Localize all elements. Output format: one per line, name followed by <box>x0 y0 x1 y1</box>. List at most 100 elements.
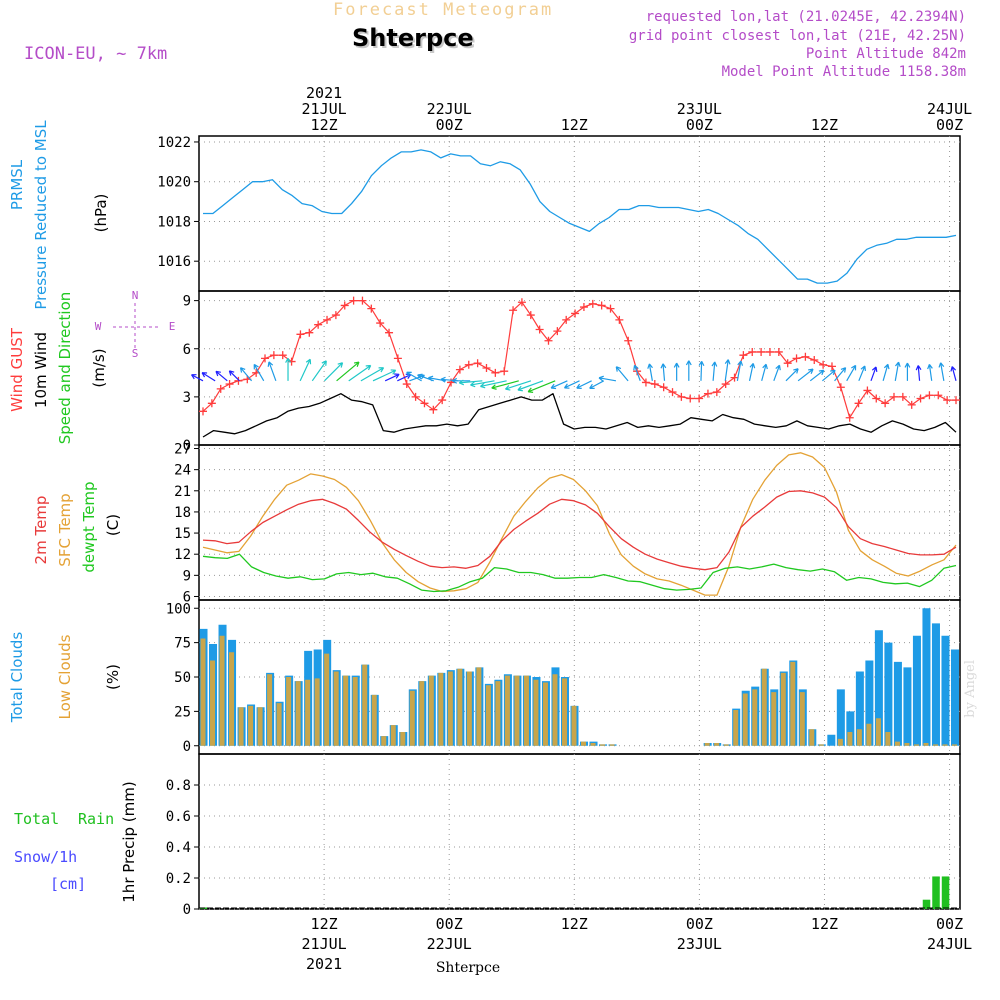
wind-direction-arrow <box>311 360 327 382</box>
wind-direction-arrow <box>660 363 667 381</box>
y-tick-label: 15 <box>174 526 191 542</box>
wind-direction-arrow <box>504 380 532 391</box>
gust-point <box>429 405 438 414</box>
y-tick-label: 3 <box>183 390 191 406</box>
wind-direction-arrow <box>491 380 519 390</box>
temp-unit-label: (C) <box>104 514 122 536</box>
wind-direction-arrow <box>927 364 933 381</box>
wind-direction-arrow <box>191 374 204 382</box>
top-time-label: 22JUL <box>427 100 472 118</box>
y-tick-label: 9 <box>183 294 191 310</box>
wind-direction-arrow <box>615 366 629 382</box>
gust-point <box>323 315 332 324</box>
low-cloud-bar <box>837 738 843 746</box>
low-cloud-bar <box>390 725 396 746</box>
wind-direction-arrow <box>517 380 544 392</box>
temp-2m-axis-label: 2m Temp <box>32 496 50 565</box>
pressure-axis-label: PRMSL <box>8 159 26 210</box>
gust-point <box>721 380 730 389</box>
low-cloud-bar <box>847 732 853 746</box>
wind-direction-arrow <box>834 367 847 382</box>
gust-point <box>907 400 916 409</box>
wind-direction-arrow <box>267 361 277 382</box>
low-cloud-bar <box>409 690 415 746</box>
gust-point <box>624 336 633 345</box>
gust-point <box>952 396 960 405</box>
top-time-label: 00Z <box>436 116 463 134</box>
y-tick-label: 50 <box>174 670 191 686</box>
low-cloud-bar <box>581 741 587 746</box>
y-tick-label: 18 <box>174 505 191 521</box>
wind-unit-label: (m/s) <box>90 348 108 387</box>
low-cloud-bar <box>561 678 567 746</box>
gust-point <box>269 351 278 360</box>
wind-direction-arrow <box>673 362 680 381</box>
wind-speed-direction-label: Speed and Direction <box>56 292 74 445</box>
low-cloud-bar <box>466 671 472 746</box>
gust-point <box>349 296 358 305</box>
wind-direction-arrow <box>470 380 495 388</box>
total-cloud-bar <box>950 649 959 746</box>
temp-sfc-axis-label: SFC Temp <box>56 493 74 566</box>
bottom-station-label: Shterpce <box>436 960 500 976</box>
grid-point-coordinates: grid point closest lon,lat (21E, 42.25N) <box>628 28 966 44</box>
low-cloud-bar <box>438 672 444 746</box>
low-cloud-bar <box>343 675 349 746</box>
top-time-label: 12Z <box>561 116 588 134</box>
gust-point <box>331 311 340 320</box>
rain-bar <box>941 876 950 909</box>
wind-direction-arrow <box>576 380 592 389</box>
gust-point <box>801 352 810 361</box>
low-cloud-bar <box>229 652 235 746</box>
gust-point <box>234 376 243 385</box>
gust-point <box>393 354 402 363</box>
wind-direction-arrow <box>785 368 799 382</box>
y-tick-label: 25 <box>174 704 191 720</box>
gust-point <box>340 301 349 310</box>
low-cloud-bar <box>219 635 225 746</box>
gust-point <box>455 365 464 374</box>
low-cloud-bar <box>761 668 767 746</box>
y-tick-label: 100 <box>166 601 191 617</box>
y-tick-label: 0.8 <box>166 778 191 794</box>
gust-point <box>881 399 890 408</box>
gust-point <box>464 360 473 369</box>
low-cloud-bar <box>875 718 881 746</box>
gust-point <box>925 391 934 400</box>
wind-direction-arrow <box>384 373 400 382</box>
bottom-time-label: 12Z <box>811 915 838 933</box>
top-time-label: 12Z <box>311 116 338 134</box>
low-cloud-bar <box>476 667 482 746</box>
compass-south: S <box>132 347 139 360</box>
low-cloud-bar <box>932 744 938 746</box>
y-tick-label: 1022 <box>157 135 191 151</box>
total-cloud-bar <box>893 661 902 746</box>
cloud-unit-label: (%) <box>104 664 122 690</box>
model-name: ICON-EU, ~ 7km <box>24 44 168 64</box>
low-cloud-bar <box>419 681 425 746</box>
y-tick-label: 1020 <box>157 175 191 191</box>
bottom-time-label: 00Z <box>436 915 463 933</box>
wind-direction-arrow <box>736 360 744 381</box>
wind-direction-arrow <box>858 365 867 382</box>
y-tick-label: 0.4 <box>166 840 191 856</box>
wind-direction-arrow <box>647 363 653 381</box>
low-cloud-bar <box>533 679 539 746</box>
wind-direction-arrow <box>633 364 641 382</box>
y-tick-label: 75 <box>174 636 191 652</box>
total-cloud-bar <box>941 635 950 746</box>
y-tick-label: 1016 <box>157 254 191 270</box>
gust-point <box>287 357 296 366</box>
low-cloud-bar <box>381 736 387 746</box>
gust-point <box>517 298 526 307</box>
gust-point <box>544 336 553 345</box>
wind-direction-arrow <box>372 369 397 382</box>
gust-point <box>199 407 207 416</box>
gust-point <box>659 383 668 392</box>
bottom-time-label: 22JUL <box>427 935 472 953</box>
gust-point <box>500 367 509 376</box>
wind-direction-arrow <box>589 380 605 390</box>
low-cloud-bar <box>362 664 368 746</box>
wind-direction-arrow <box>809 369 825 382</box>
